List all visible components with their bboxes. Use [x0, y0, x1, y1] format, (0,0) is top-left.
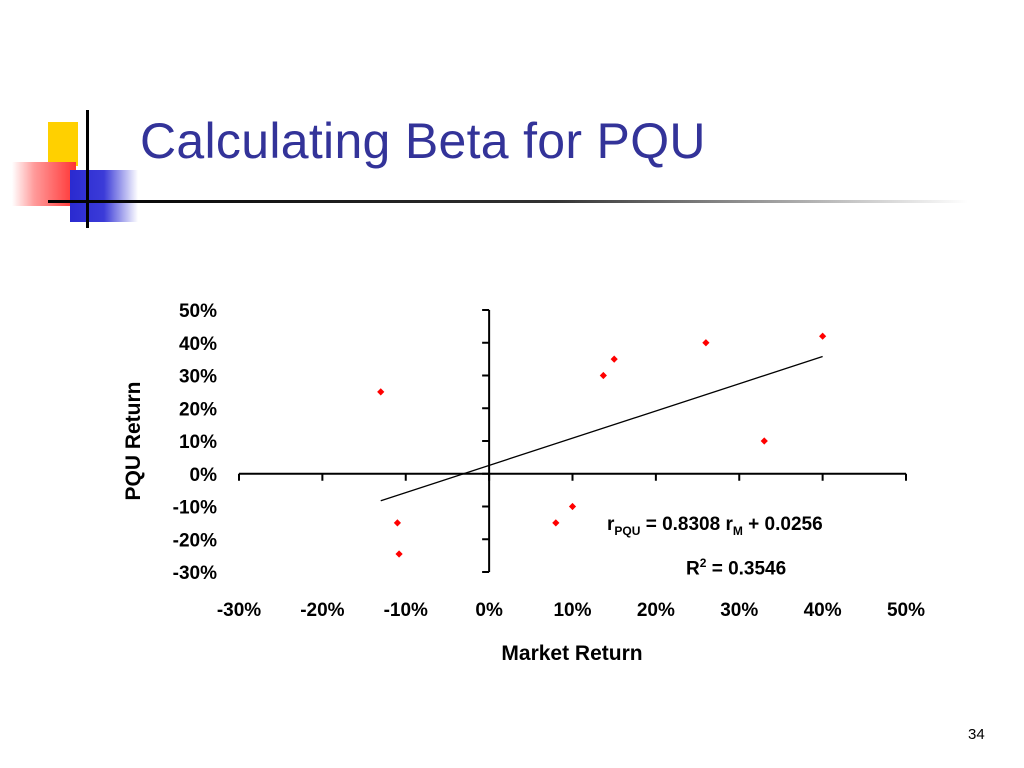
x-tick-label: -30%: [217, 600, 261, 621]
x-tick-label: 30%: [720, 600, 758, 621]
r2-value: = 0.3546: [706, 558, 787, 580]
eq-sub-pqu: PQU: [614, 523, 641, 538]
r2-sup: 2: [699, 556, 707, 570]
y-tick-label: -30%: [173, 563, 217, 584]
r2-base: R: [686, 558, 700, 580]
y-tick-label: 0%: [190, 465, 218, 486]
regression-equation: rPQU = 0.8308 rM + 0.0256: [607, 514, 823, 538]
x-tick-label: 50%: [887, 600, 925, 621]
eq-end: + 0.0256: [742, 514, 823, 535]
data-point: [552, 519, 560, 527]
y-tick-label: 40%: [179, 334, 217, 355]
x-tick-label: -20%: [300, 600, 344, 621]
trendline-group: [380, 355, 823, 502]
eq-r: r: [607, 514, 615, 535]
x-tick-label: -10%: [384, 600, 428, 621]
slide-title: Calculating Beta for PQU: [140, 113, 706, 169]
logo-yellow-square: [48, 122, 78, 166]
logo-red-square: [12, 162, 76, 206]
data-point: [702, 339, 710, 347]
y-tick-label: -10%: [173, 498, 217, 519]
title-underline: [48, 200, 968, 203]
data-point: [395, 550, 403, 558]
eq-middle: = 0.8308 r: [640, 514, 733, 535]
data-points: [377, 332, 827, 558]
data-point: [393, 519, 402, 527]
logo-vertical-line: [86, 110, 89, 228]
data-point: [760, 437, 768, 445]
x-axis-title: Market Return: [501, 642, 642, 665]
y-axis-title: PQU Return: [122, 381, 145, 500]
y-tick-label: -20%: [173, 530, 217, 551]
data-point: [819, 332, 827, 340]
trendline: [380, 355, 823, 502]
y-tick-label: 30%: [179, 367, 217, 388]
page-number: 34: [968, 726, 985, 743]
x-axis-ticks: -30% -20% -10% 0% 10% 20% 30% 40% 50%: [217, 473, 925, 621]
y-tick-label: 10%: [179, 432, 217, 453]
data-point: [568, 502, 577, 511]
data-point: [610, 355, 618, 363]
y-tick-label: 50%: [179, 301, 217, 322]
data-point: [377, 388, 385, 396]
eq-sub-m: M: [732, 523, 743, 538]
data-point: [599, 371, 607, 380]
x-tick-label: 0%: [475, 600, 503, 621]
y-tick-label: 20%: [179, 399, 217, 420]
logo-blue-square: [70, 170, 138, 222]
r-squared: R2 = 0.3546: [686, 556, 786, 580]
x-tick-label: 10%: [553, 600, 591, 621]
x-tick-label: 20%: [637, 600, 675, 621]
y-axis-ticks: 50% 40% 30% 20% 10% 0% -10% -20% -30%: [173, 301, 490, 584]
x-tick-label: 40%: [804, 600, 842, 621]
